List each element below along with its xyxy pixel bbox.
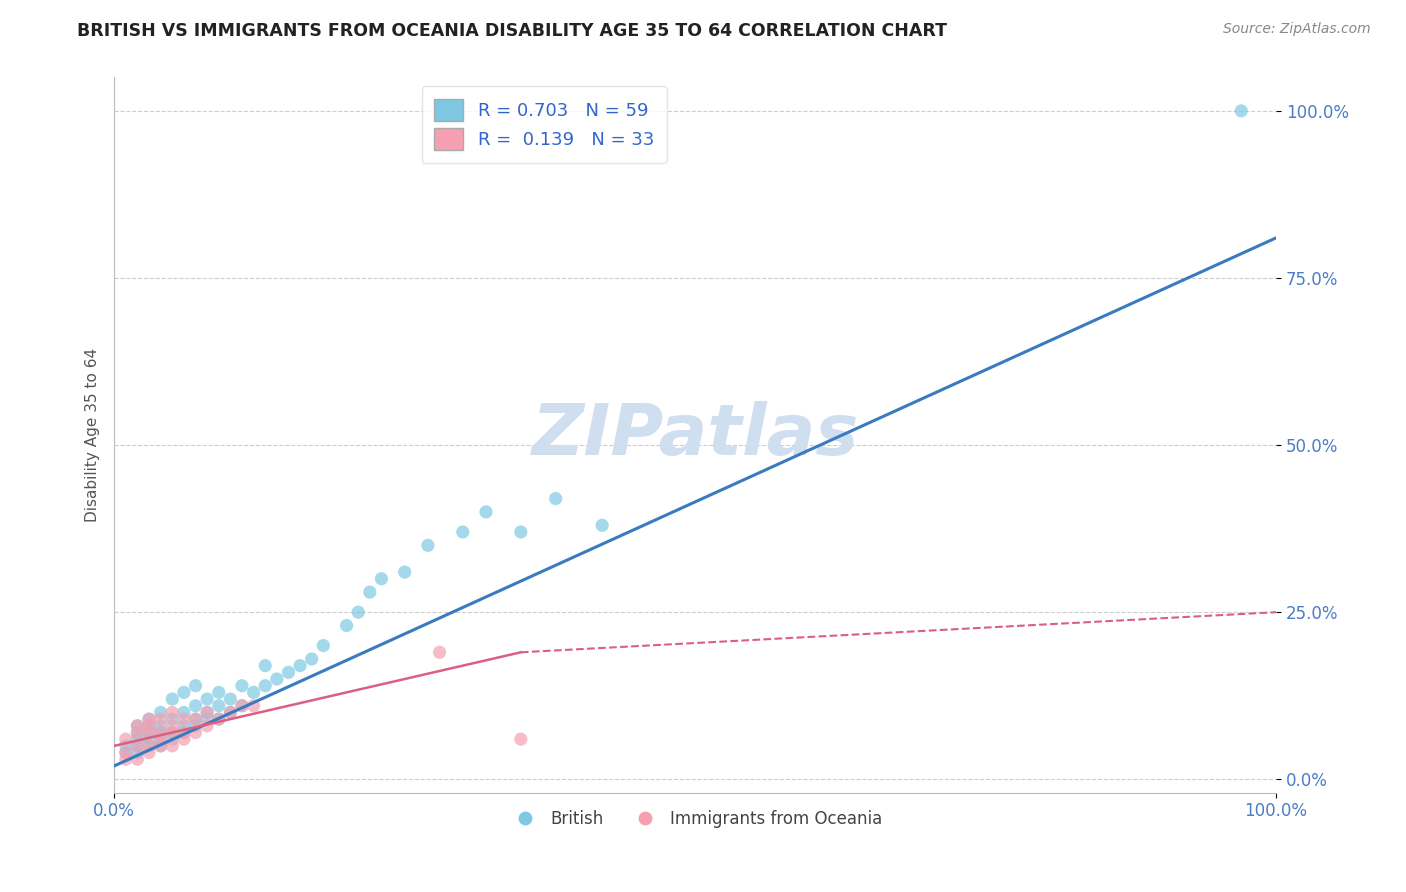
Point [219,706,242,720]
Point [184,712,207,726]
Point [138,732,160,747]
Point [591,518,613,533]
Point [184,725,207,739]
Point [127,739,149,753]
Point [138,725,160,739]
Point [162,725,184,739]
Point [219,692,242,706]
Point [162,732,184,747]
Point [195,692,218,706]
Point [394,565,416,579]
Point [162,719,184,733]
Point [114,739,136,753]
Text: BRITISH VS IMMIGRANTS FROM OCEANIA DISABILITY AGE 35 TO 64 CORRELATION CHART: BRITISH VS IMMIGRANTS FROM OCEANIA DISAB… [77,22,948,40]
Point [208,685,231,699]
Point [301,652,323,666]
Point [347,605,370,619]
Point [114,746,136,760]
Point [127,746,149,760]
Point [509,524,531,539]
Point [138,712,160,726]
Point [149,706,172,720]
Point [242,685,264,699]
Point [451,524,474,539]
Point [208,712,231,726]
Point [149,719,172,733]
Point [127,725,149,739]
Point [231,698,253,713]
Point [429,645,451,659]
Point [149,732,172,747]
Point [370,572,392,586]
Point [149,725,172,739]
Point [195,719,218,733]
Point [149,739,172,753]
Point [184,712,207,726]
Legend: British, Immigrants from Oceania: British, Immigrants from Oceania [502,803,889,834]
Point [195,706,218,720]
Y-axis label: Disability Age 35 to 64: Disability Age 35 to 64 [86,348,100,522]
Point [149,739,172,753]
Point [254,658,277,673]
Point [173,712,195,726]
Point [173,685,195,699]
Point [173,732,195,747]
Point [173,725,195,739]
Point [195,706,218,720]
Point [162,712,184,726]
Point [254,679,277,693]
Text: Source: ZipAtlas.com: Source: ZipAtlas.com [1223,22,1371,37]
Point [138,725,160,739]
Point [162,739,184,753]
Point [544,491,567,506]
Point [242,698,264,713]
Point [149,712,172,726]
Point [184,698,207,713]
Point [184,719,207,733]
Point [127,725,149,739]
Point [127,719,149,733]
Point [114,752,136,766]
Point [127,732,149,747]
Point [359,585,381,599]
Point [162,725,184,739]
Point [173,706,195,720]
Point [416,538,439,552]
Point [138,739,160,753]
Point [208,698,231,713]
Point [127,719,149,733]
Point [138,739,160,753]
Point [138,712,160,726]
Point [127,752,149,766]
Point [173,725,195,739]
Point [114,746,136,760]
Point [1230,103,1253,118]
Point [184,679,207,693]
Point [208,712,231,726]
Point [127,739,149,753]
Point [149,732,172,747]
Point [335,618,357,632]
Point [475,505,498,519]
Text: ZIPatlas: ZIPatlas [531,401,859,469]
Point [231,679,253,693]
Point [219,706,242,720]
Point [149,725,172,739]
Point [288,658,311,673]
Point [509,732,531,747]
Point [162,692,184,706]
Point [114,732,136,747]
Point [173,719,195,733]
Point [138,719,160,733]
Point [277,665,299,680]
Point [138,719,160,733]
Point [138,746,160,760]
Point [266,672,288,686]
Point [231,698,253,713]
Point [195,712,218,726]
Point [162,706,184,720]
Point [312,639,335,653]
